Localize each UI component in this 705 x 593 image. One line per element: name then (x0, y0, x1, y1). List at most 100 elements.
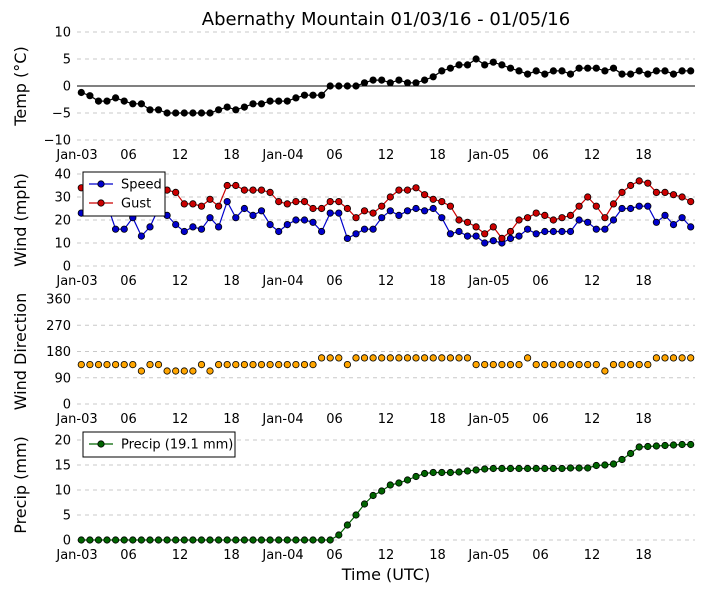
panel2-data-point (232, 214, 240, 222)
panel2-y-axis-label: Wind (mph) (11, 173, 30, 267)
panel2-data-point (644, 179, 652, 187)
panel1-data-point (541, 70, 549, 78)
panel3-data-point (584, 360, 592, 369)
panel1-y-tick-label: −10 (44, 134, 71, 149)
panel3-data-point (94, 360, 103, 369)
panel4-data-point (257, 536, 266, 544)
panel3-data-point (635, 360, 643, 369)
panel2-data-point (326, 209, 334, 217)
panel3-data-point (317, 354, 326, 362)
panel3-y-tick-label: 0 (63, 398, 71, 413)
panel4-data-point (335, 531, 343, 539)
panel2-data-point (309, 204, 317, 213)
panel2-data-point (112, 225, 120, 233)
panel4-x-tick-label: 18 (429, 548, 446, 563)
panel2-data-point (266, 188, 274, 196)
panel2-data-point (317, 204, 326, 213)
panel4-data-point (266, 536, 274, 544)
panel2-y-tick-label: 10 (54, 237, 71, 252)
panel3-data-point (661, 354, 669, 362)
panel4-data-point (275, 536, 283, 544)
panel1-data-point (360, 79, 369, 87)
panel1-data-point (369, 76, 377, 84)
panel4-x-tick-label: 12 (172, 548, 189, 563)
panel3-data-point (257, 360, 266, 369)
panel1-x-tick-label: 06 (326, 148, 343, 163)
panel2-data-point (180, 227, 188, 236)
panel2-data-point (626, 204, 635, 213)
panel2-data-point (343, 234, 351, 242)
panel2-legend-marker (97, 199, 105, 207)
panel1-data-point (455, 61, 463, 69)
panel2-data-point (369, 225, 377, 233)
panel4-data-point (232, 536, 240, 544)
panel2-data-point (438, 214, 446, 222)
panel3-y-axis-label: Wind Direction (11, 293, 30, 411)
panel2-data-point (215, 202, 223, 210)
panel3-data-point (215, 360, 223, 369)
panel3-data-point (86, 360, 94, 369)
panel4-legend-label: Precip (19.1 mm) (121, 438, 233, 453)
panel2-x-tick-label: 12 (172, 274, 189, 289)
panel3-x-tick-label: 18 (429, 412, 446, 427)
panel3-data-point (77, 360, 85, 369)
panel4-data-point (386, 481, 394, 489)
panel1-data-point (77, 88, 85, 97)
panel4-data-point (163, 536, 171, 544)
panel3-data-point (275, 360, 283, 369)
panel4-data-point (472, 466, 480, 474)
panel4-data-point (678, 440, 686, 449)
panel3-x-tick-label: 06 (326, 412, 343, 427)
panel3-data-point (438, 354, 446, 362)
panel1-data-point (292, 94, 300, 102)
panel4-data-point (292, 536, 300, 544)
panel2-data-point (472, 232, 480, 240)
panel1-data-point (352, 82, 360, 90)
panel2-data-point (197, 202, 206, 210)
panel2-data-point (463, 232, 472, 240)
panel1-data-point (86, 92, 94, 100)
panel3-data-point (189, 367, 197, 375)
panel4-y-axis-label: Precip (mm) (11, 436, 30, 534)
panel2-data-point (635, 177, 643, 185)
panel2-data-point (678, 214, 686, 222)
panel2-data-point (240, 186, 248, 194)
panel3-data-point (403, 354, 412, 362)
panel2-data-point (541, 227, 549, 236)
panel4-data-point (137, 536, 145, 544)
panel2-data-point (575, 202, 583, 210)
panel4-data-point (120, 536, 128, 544)
panel1-data-point (481, 61, 489, 69)
panel4-data-point (360, 500, 369, 508)
panel4-data-point (206, 536, 214, 544)
panel3-data-point (412, 354, 420, 362)
panel2-data-point (438, 198, 446, 206)
panel2-data-point (489, 237, 497, 245)
panel4-data-point (94, 536, 103, 544)
panel1-data-point (403, 79, 412, 87)
panel2-legend-marker (97, 180, 105, 188)
panel2-data-point (257, 207, 266, 215)
panel1-x-tick-label: 18 (429, 148, 446, 163)
panel4-data-point (549, 464, 558, 473)
panel3-x-tick-label: Jan-05 (467, 412, 509, 427)
panel1-data-point (335, 82, 343, 90)
panel2-data-point (558, 227, 566, 236)
panel1-x-tick-label: 06 (120, 148, 137, 163)
panel1-data-point (172, 109, 180, 117)
panel3-data-point (378, 354, 386, 362)
panel2-data-point (635, 202, 643, 210)
panel1-data-point (317, 91, 326, 99)
panel2-data-point (335, 198, 343, 206)
panel3-x-tick-label: 12 (584, 412, 601, 427)
panel2-data-point (352, 230, 360, 238)
panel2-data-point (506, 234, 515, 242)
panel2-data-point (584, 218, 592, 226)
panel3-data-point (180, 367, 188, 375)
panel3-data-point (455, 354, 463, 362)
panel3-data-point (206, 367, 214, 375)
panel4-data-point (687, 440, 695, 449)
panel2-data-point (661, 211, 669, 219)
panel2-data-point (601, 225, 609, 233)
panel3-data-point (506, 360, 515, 369)
